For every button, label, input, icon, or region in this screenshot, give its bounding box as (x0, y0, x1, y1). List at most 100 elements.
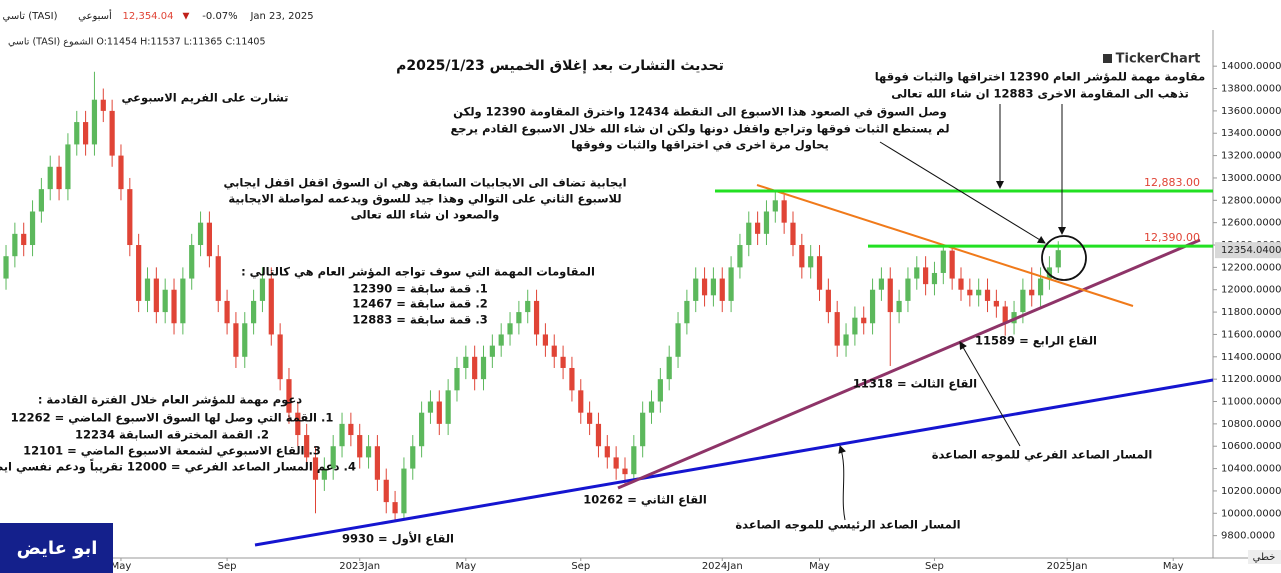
candle-body (277, 334, 283, 380)
annotation: 1. قمة سابقة = 12390 (352, 282, 487, 296)
x-tick-label: May (809, 561, 830, 572)
candle-body (887, 278, 893, 313)
candle-body (498, 334, 504, 346)
annotation: والصعود ان شاء الله تعالى (351, 208, 500, 223)
candle-body (861, 317, 867, 324)
candle-body (578, 390, 584, 413)
candle-body (100, 99, 106, 111)
candle-body (339, 423, 345, 447)
candle-body (1002, 306, 1008, 324)
candle-body (799, 245, 805, 268)
y-tick-label: 13400.0000 (1221, 128, 1281, 139)
candle-body (259, 278, 266, 301)
candle-body (852, 317, 858, 335)
candle-body (657, 379, 663, 402)
candle-body (65, 144, 71, 190)
candle-body (693, 278, 699, 301)
y-tick-label: 12800.0000 (1221, 195, 1281, 206)
annotation: 3. القاع الاسبوعي لشمعة الاسبوع الماضي =… (23, 444, 321, 459)
x-tick-label: Sep (925, 561, 944, 572)
candle-body (869, 289, 876, 324)
candle-body (666, 356, 672, 380)
x-tick-label: May (111, 561, 132, 572)
candle-body (905, 278, 911, 301)
x-tick-label: Sep (571, 561, 590, 572)
candle-body (595, 423, 602, 447)
candle-body (215, 256, 221, 301)
candle-body (525, 300, 531, 313)
y-tick-label: 10800.0000 (1221, 419, 1281, 430)
candle-body (56, 166, 62, 190)
candle-body (392, 502, 398, 514)
watermark: TickerChart (1116, 52, 1201, 67)
annotation: 1. القمة التي وصل لها السوق الاسبوع الما… (11, 411, 334, 426)
candle-body (136, 245, 142, 301)
candle-body (38, 189, 44, 212)
axis: 9800.0000 10000.0000 10200.0000 10400.0000 1… (111, 61, 1281, 572)
candle-body (321, 468, 327, 480)
candle-body (640, 412, 646, 447)
candle-body (781, 200, 787, 223)
candle-body (1046, 267, 1053, 279)
y-tick-label: 13200.0000 (1221, 151, 1281, 162)
candles (3, 71, 1061, 522)
candle-body (560, 356, 566, 368)
annotation: المسار الصاعد الفرعي للموجه الصاعدة (932, 448, 1153, 463)
candle-body (189, 245, 195, 279)
candle-body (816, 256, 823, 290)
annotation: المقاومات المهمة التي سوف تواجه المؤشر ا… (241, 265, 595, 280)
candle-body (29, 211, 36, 246)
candle-body (896, 300, 902, 313)
candle-body (746, 222, 752, 246)
candle-body (533, 300, 540, 335)
candle-body (480, 356, 487, 380)
candle-body (463, 356, 469, 368)
candle-body (348, 423, 354, 436)
scale-mode[interactable]: خطي (1253, 552, 1276, 563)
level-label: 12,883.00 (1144, 176, 1200, 189)
candle-body (206, 222, 212, 257)
candle-body (251, 300, 257, 324)
candle-body (790, 222, 796, 246)
annotation: تشارت على الفريم الاسبوعي (122, 91, 289, 106)
price-marker-label: 12354.0400 (1221, 245, 1281, 256)
timeframe: أسبوعي (78, 9, 112, 22)
candle-body (542, 334, 549, 346)
candle-body (843, 334, 849, 346)
y-tick-label: 11400.0000 (1221, 352, 1281, 363)
last-price: 12,354.04 (123, 11, 174, 22)
annotation: للاسبوع الثاني على التوالي وهذا جيد للسو… (228, 192, 621, 207)
change-arrow: ▼ (183, 12, 190, 22)
candle-body (47, 166, 53, 190)
candle-body (286, 379, 292, 413)
scale-button[interactable] (1248, 550, 1281, 564)
candle-body (940, 250, 946, 273)
arrow (959, 341, 1021, 447)
annotation: 4. دعم المسار الصاعد الفرعي = 12000 تقري… (0, 458, 356, 475)
change-pct: -0.07% (202, 11, 237, 22)
candle-body (91, 99, 98, 145)
candle-body (507, 323, 513, 335)
candle-body (127, 189, 133, 246)
x-tick-label: 2024Jan (702, 561, 743, 572)
author-box (0, 523, 113, 573)
y-tick-label: 13600.0000 (1221, 106, 1281, 117)
candle-body (21, 233, 27, 246)
annotation: ايجابية تضاف الى الايجابيات السابقة وهي … (223, 176, 626, 191)
candle-body (401, 468, 407, 514)
x-tick-label: Sep (218, 561, 237, 572)
candle-body (914, 267, 920, 279)
x-tick-label: 2025Jan (1047, 561, 1088, 572)
candle-body (383, 479, 389, 503)
candle-body (569, 367, 575, 391)
y-tick-label: 12200.0000 (1221, 262, 1281, 273)
candle-body (171, 289, 177, 324)
candle-body (312, 457, 319, 480)
chart-title: تحديث التشارت بعد إغلاق الخميس 2025/1/23… (396, 58, 724, 74)
annotation: دعوم مهمة للمؤشر العام خلال الفترة القاد… (38, 393, 302, 408)
y-tick-label: 10400.0000 (1221, 464, 1281, 475)
candle-body (357, 435, 363, 458)
candle-body (109, 110, 115, 156)
candle-body (755, 222, 761, 234)
